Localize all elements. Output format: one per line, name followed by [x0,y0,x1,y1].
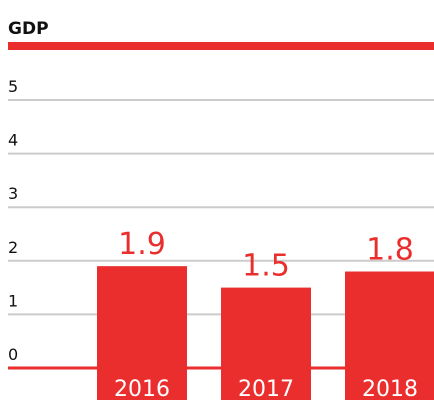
chart-title: GDP [8,19,49,39]
category-box [221,368,311,400]
x-tick-label: 2017 [238,377,294,400]
y-tick-label: 0 [8,345,18,364]
y-tick-label: 4 [8,131,18,150]
value-label: 1.8 [366,233,414,268]
x-tick-label: 2016 [114,377,170,400]
category-box [345,368,434,400]
y-tick-label: 1 [8,291,18,310]
value-label: 1.5 [242,249,290,284]
value-label: 1.9 [118,227,166,262]
y-tick-label: 3 [8,184,18,203]
title-rule [8,42,434,50]
x-tick-label: 2018 [362,377,418,400]
y-tick-label: 2 [8,238,18,257]
bar [97,266,187,368]
bar [345,271,434,368]
bar [221,287,311,368]
y-tick-label: 5 [8,77,18,96]
category-box [97,368,187,400]
